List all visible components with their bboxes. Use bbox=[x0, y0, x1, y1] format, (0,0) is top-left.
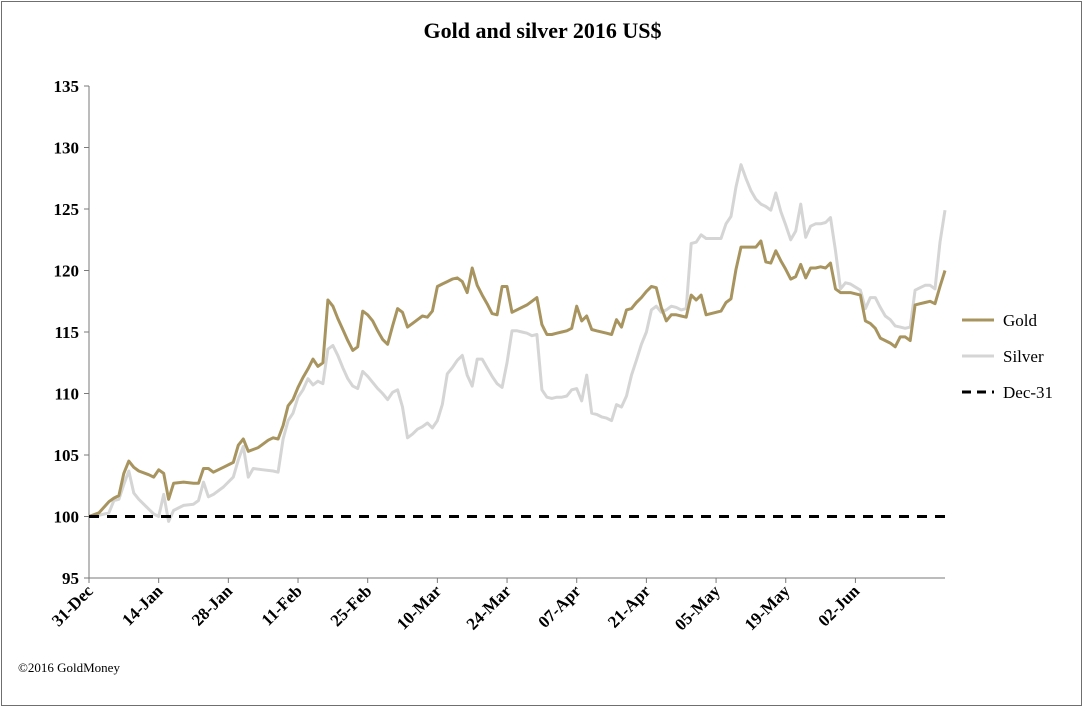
series-line-silver bbox=[88, 163, 947, 523]
x-tick-label: 19-May bbox=[741, 581, 794, 634]
legend: Gold Silver Dec-31 bbox=[962, 311, 1053, 402]
series-line-gold bbox=[88, 239, 947, 518]
y-tick-label: 120 bbox=[54, 262, 80, 281]
y-tick-label: 115 bbox=[54, 323, 79, 342]
plot-area: 95 100 105 110 115 120 125 130 135 31-Dec 14-Jan 28… bbox=[48, 77, 947, 634]
y-tick-label: 105 bbox=[54, 446, 80, 465]
x-tick-label: 05-May bbox=[671, 581, 724, 634]
y-tick-label: 95 bbox=[62, 569, 79, 588]
legend-label-dec-31: Dec-31 bbox=[1003, 383, 1053, 402]
x-tick-label: 07-Apr bbox=[534, 581, 584, 631]
x-tick-label: 11-Feb bbox=[258, 581, 306, 629]
y-tick-label: 100 bbox=[54, 508, 80, 527]
x-tick-label: 31-Dec bbox=[48, 581, 97, 630]
y-tick-label: 125 bbox=[54, 200, 80, 219]
x-tick-label: 24-Mar bbox=[463, 581, 515, 633]
x-tick-label: 14-Jan bbox=[118, 581, 167, 630]
y-tick-label: 135 bbox=[54, 77, 80, 96]
x-tick-label: 10-Mar bbox=[393, 581, 445, 633]
y-tick-label: 110 bbox=[54, 385, 79, 404]
x-tick-label: 28-Jan bbox=[188, 581, 237, 630]
copyright-text: ©2016 GoldMoney bbox=[18, 660, 120, 675]
x-tick-label: 02-Jun bbox=[814, 581, 863, 630]
legend-label-silver: Silver bbox=[1003, 347, 1044, 366]
x-tick-label: 25-Feb bbox=[327, 581, 376, 630]
legend-label-gold: Gold bbox=[1003, 311, 1038, 330]
y-tick-label: 130 bbox=[54, 139, 80, 158]
x-tick-label: 21-Apr bbox=[604, 581, 654, 631]
chart-title: Gold and silver 2016 US$ bbox=[423, 18, 662, 43]
